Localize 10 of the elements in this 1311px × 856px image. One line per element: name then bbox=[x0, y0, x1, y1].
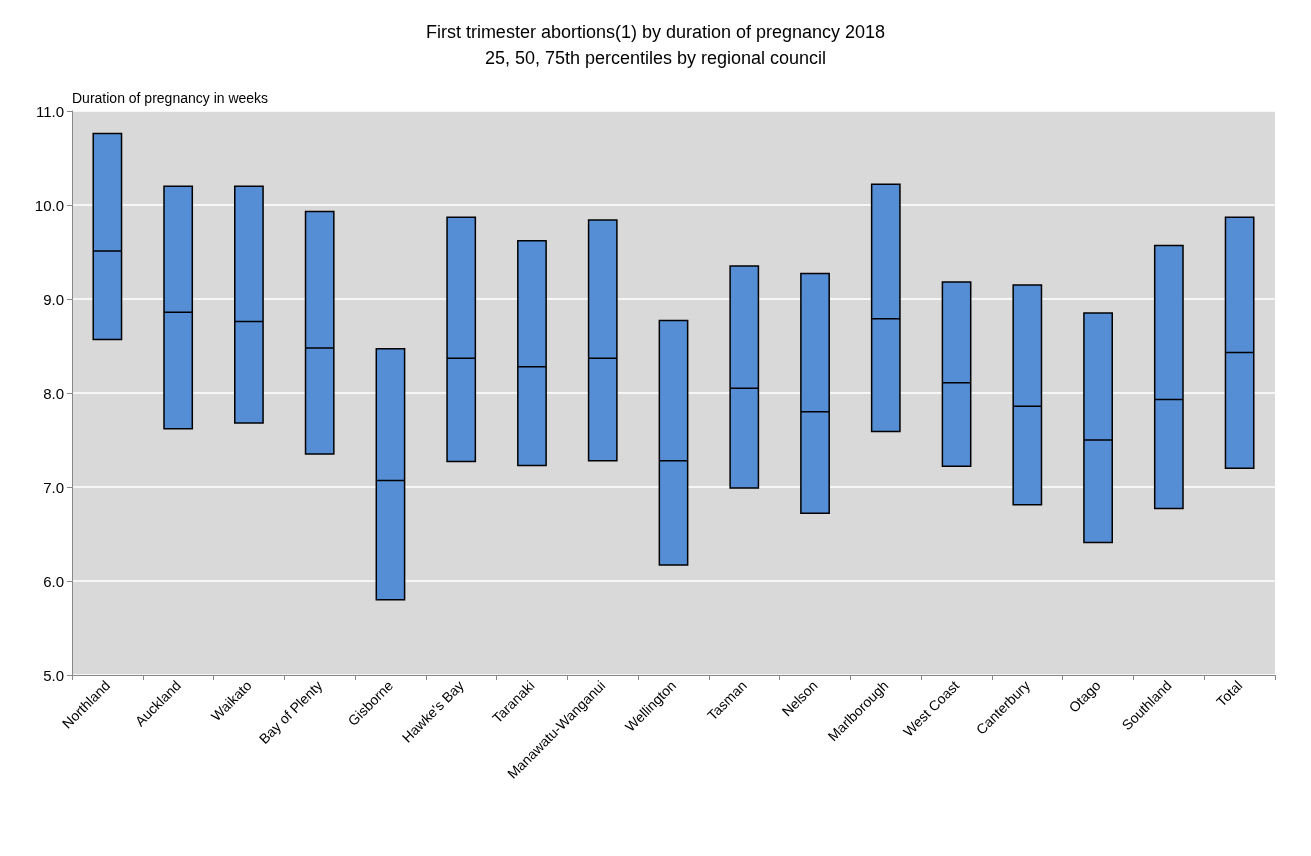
chart-subtitle: 25, 50, 75th percentiles by regional council bbox=[484, 48, 827, 68]
y-tick-label: 9.0 bbox=[43, 290, 64, 308]
y-tick-label: 10.0 bbox=[34, 196, 64, 214]
y-tick-label: 7.0 bbox=[43, 478, 64, 496]
chart-title: First trimester abortions(1) by duration of pregnancy 2018 bbox=[425, 22, 886, 42]
y-axis-title: Duration of pregnancy in weeks bbox=[72, 90, 269, 106]
y-tick-label: 5.0 bbox=[43, 666, 64, 684]
y-tick-label: 8.0 bbox=[43, 384, 64, 402]
y-tick-label: 11.0 bbox=[35, 102, 64, 120]
y-tick-label: 6.0 bbox=[43, 572, 64, 590]
